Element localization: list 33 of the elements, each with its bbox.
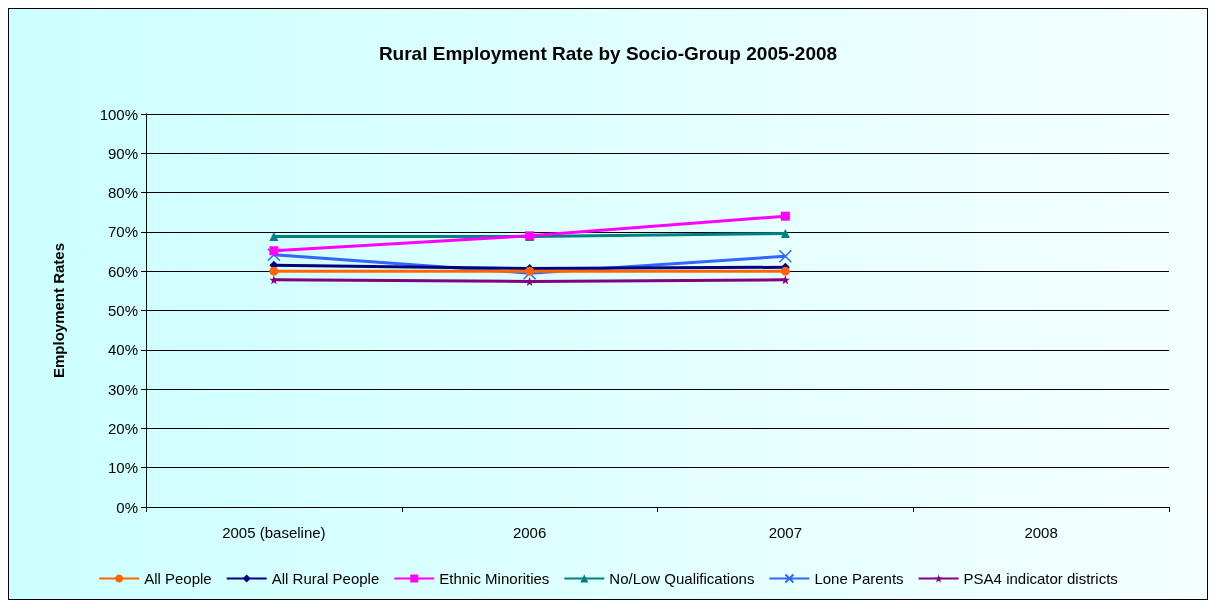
x-tick-label: 2006	[512, 524, 547, 541]
point	[269, 232, 279, 242]
y-tick-label: 10%	[107, 459, 138, 477]
x-tick-label: 2008	[1024, 524, 1058, 541]
y-tick-label: 0%	[116, 498, 138, 516]
legend-label: No/Low Qualifications	[609, 570, 755, 587]
y-tick-label: 30%	[107, 380, 138, 398]
y-tick-label: 60%	[107, 262, 138, 280]
point	[780, 211, 790, 221]
y-tick-label: 80%	[107, 184, 138, 202]
legend-label: Lone Parents	[814, 570, 904, 587]
point	[269, 275, 279, 285]
point	[269, 246, 279, 256]
y-tick-label: 40%	[107, 341, 138, 359]
point	[780, 266, 790, 276]
y-tick-label: 90%	[107, 144, 138, 162]
point	[267, 247, 281, 262]
y-tick-label: 20%	[107, 419, 138, 437]
y-axis-title: Employment Rates	[50, 242, 67, 379]
chart-title: Rural Employment Rate by Socio-Group 2005-2008	[378, 43, 838, 64]
y-tick-label: 70%	[107, 223, 138, 241]
y-tick-label: 100%	[99, 105, 138, 123]
legend-label: Ethnic Minorities	[439, 570, 550, 587]
point	[780, 275, 790, 285]
legend-label: All People	[144, 570, 212, 587]
point	[778, 249, 793, 264]
point	[269, 266, 279, 276]
legend-label: PSA4 indicator districts	[963, 570, 1118, 587]
point	[780, 228, 790, 238]
x-tick-label: 2005 (baseline)	[222, 524, 326, 541]
legend-label: All Rural People	[271, 570, 380, 587]
x-tick-label: 2007	[768, 524, 803, 541]
y-tick-label: 50%	[107, 302, 138, 319]
